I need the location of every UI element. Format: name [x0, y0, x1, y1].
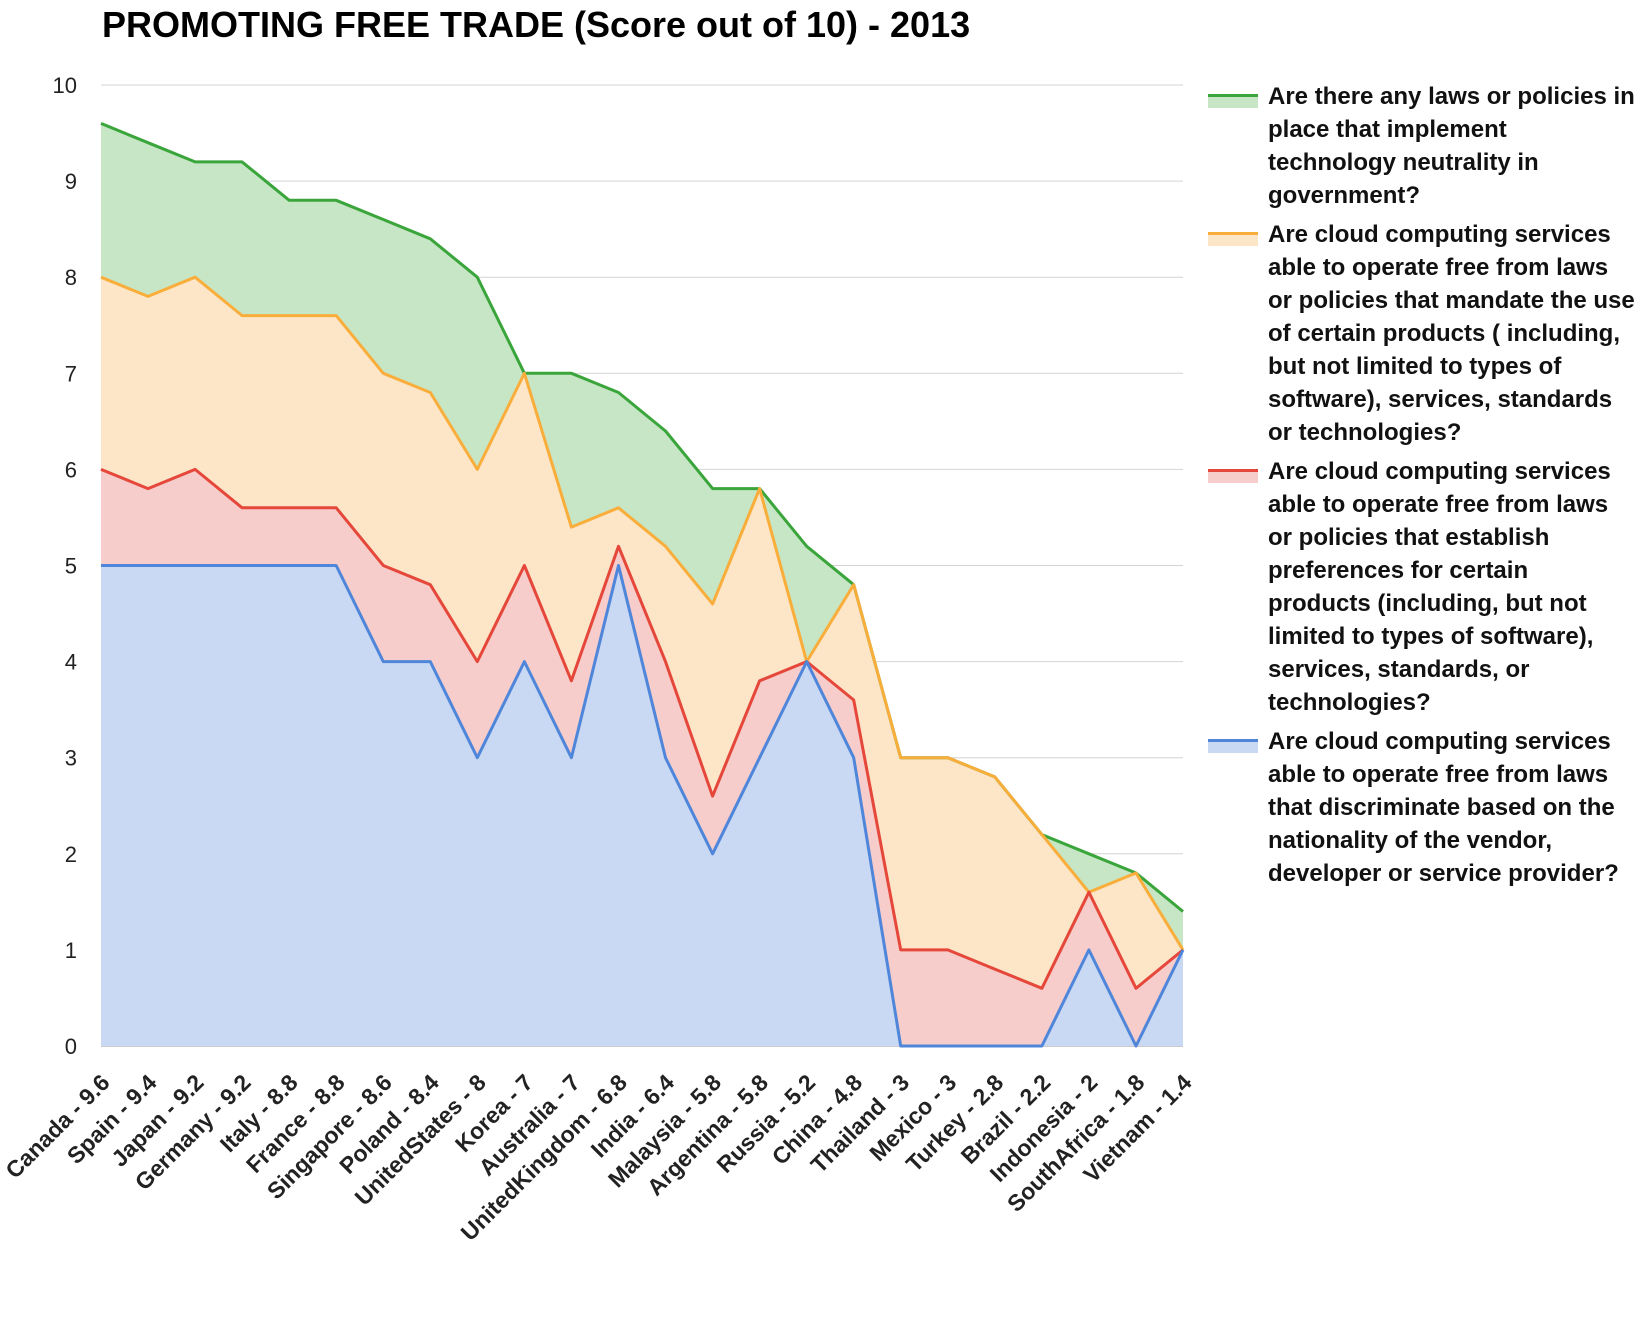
legend-swatch — [1208, 467, 1258, 483]
y-tick-label: 5 — [65, 554, 77, 579]
y-tick-label: 2 — [65, 842, 77, 867]
y-tick-label: 4 — [65, 650, 77, 675]
legend-item: Are there any laws or policies in place … — [1208, 80, 1636, 212]
legend-swatch — [1208, 230, 1258, 246]
series-line-4 — [101, 564, 1185, 1048]
series-area-4 — [101, 565, 1183, 1046]
legend-label: Are cloud computing services able to ope… — [1268, 728, 1619, 887]
legend-swatch — [1208, 737, 1258, 753]
legend-item: Are cloud computing services able to ope… — [1208, 218, 1636, 449]
series-lines — [100, 122, 1185, 1048]
legend: Are there any laws or policies in place … — [1208, 80, 1636, 896]
y-tick-label: 0 — [65, 1034, 77, 1059]
y-tick-label: 1 — [65, 938, 77, 963]
series-line-2 — [100, 275, 1185, 951]
chart-title: PROMOTING FREE TRADE (Score out of 10) -… — [102, 4, 971, 45]
y-tick-label: 6 — [65, 457, 77, 482]
legend-label: Are cloud computing services able to ope… — [1268, 458, 1611, 716]
y-tick-label: 10 — [53, 73, 77, 98]
legend-label: Are there any laws or policies in place … — [1268, 83, 1635, 209]
legend-label: Are cloud computing services able to ope… — [1268, 221, 1635, 446]
y-axis-ticks: 0 1 2 3 4 5 6 7 8 9 10 — [53, 73, 77, 1059]
series-areas — [101, 123, 1183, 1046]
legend-item: Are cloud computing services able to ope… — [1208, 725, 1636, 890]
y-tick-label: 3 — [65, 746, 77, 771]
y-tick-label: 8 — [65, 265, 77, 290]
legend-item: Are cloud computing services able to ope… — [1208, 455, 1636, 719]
legend-swatch — [1208, 92, 1258, 108]
y-tick-label: 7 — [65, 361, 77, 386]
y-tick-label: 9 — [65, 169, 77, 194]
series-line-3 — [100, 467, 1184, 990]
